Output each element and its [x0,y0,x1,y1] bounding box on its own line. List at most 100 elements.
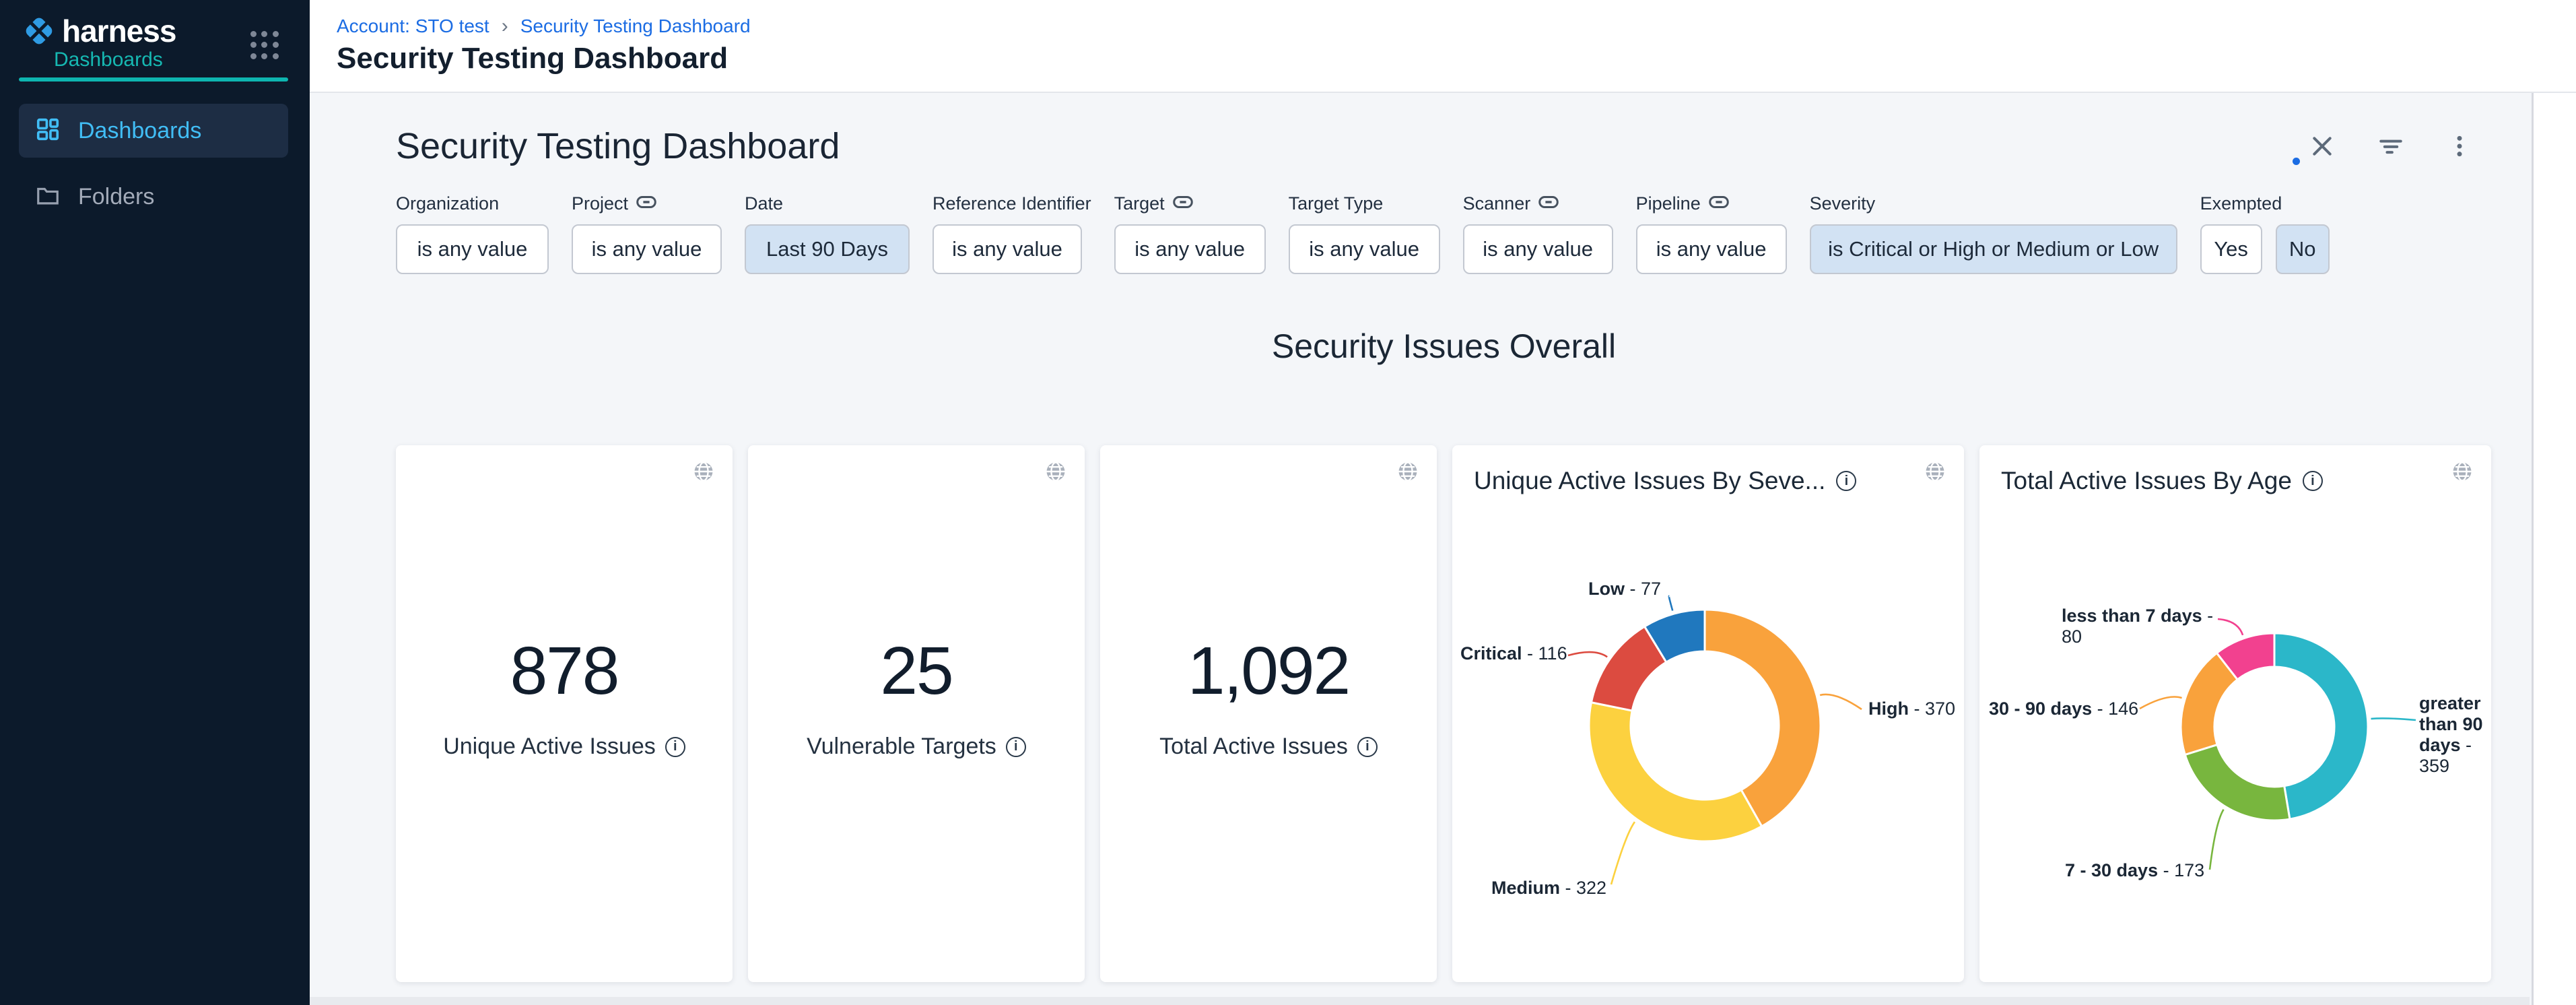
sidebar-item-label: Dashboards [78,117,202,143]
stat-label: Unique Active Issues [443,734,656,759]
breadcrumb-separator: › [501,15,508,37]
filter-label: Scanner [1463,193,1613,214]
chart-card-issues-by-age: Total Active Issues By Age i greater tha… [1979,445,2491,982]
donut-slice-high[interactable] [1703,608,1822,828]
donut-label-low: Low - 77 [1588,579,1662,599]
dashboard-main: Security Testing Dashboard Organization i… [310,93,2530,1005]
harness-logo-icon [20,12,58,50]
brand-underline [19,77,288,82]
info-icon[interactable]: i [1836,471,1857,491]
label-leader-line [1567,651,1608,658]
filter-value[interactable]: is any value [572,224,722,274]
link-icon [1172,193,1193,214]
exempted-no-button[interactable]: No [2275,224,2330,274]
filter-date: Date Last 90 Days [745,193,910,274]
link-icon [636,193,656,214]
donut-chart[interactable] [1452,445,1964,982]
breadcrumb: Account: STO test › Security Testing Das… [337,15,751,38]
cursor-dot [2293,158,2300,165]
donut-label-high: High - 370 [1868,699,1956,719]
filter-value[interactable]: is any value [1114,224,1266,274]
filter-icon[interactable] [2376,131,2406,161]
page-scroll-gutter[interactable] [2532,93,2576,1005]
filter-target-type: Target Type is any value [1288,193,1440,274]
donut-chart[interactable] [1979,445,2491,982]
filter-value[interactable]: is any value [1288,224,1440,274]
label-leader-line [2208,808,2225,870]
stat-value: 878 [510,633,620,709]
filter-value[interactable]: is Critical or High or Medium or Low [1809,224,2177,274]
filter-label: Pipeline [1636,193,1787,214]
label-leader-line [2139,696,2182,710]
donut-label-7-30-days: 7 - 30 days - 173 [2065,860,2205,880]
stat-label: Vulnerable Targets [807,734,996,759]
filter-reference-identifier: Reference Identifier is any value [933,193,1091,274]
brand[interactable]: harness [20,12,176,50]
filter-value[interactable]: is any value [396,224,549,274]
info-icon[interactable]: i [1005,736,1026,757]
label-leader-line [1668,595,1674,611]
filter-label: Date [745,193,784,214]
label-leader-line [1610,821,1636,885]
folder-icon [35,183,61,212]
filter-label: Reference Identifier [933,193,1091,214]
stat-value: 25 [880,633,953,709]
sidebar-item-dashboards[interactable]: Dashboards [19,104,288,158]
info-icon[interactable]: i [665,736,685,757]
globe-icon[interactable] [2451,460,2474,483]
brand-name: harness [62,13,176,48]
dashboards-icon [35,117,61,145]
globe-icon[interactable] [692,460,715,483]
stat-label: Total Active Issues [1159,734,1348,759]
dashboard-title: Security Testing Dashboard [396,126,840,166]
section-title: Security Issues Overall [1271,327,1617,365]
filter-value[interactable]: is any value [933,224,1082,274]
filter-target: Target is any value [1114,193,1266,274]
sidebar-item-label: Folders [78,183,155,209]
label-leader-line [1819,693,1862,711]
globe-icon[interactable] [1396,460,1419,483]
donut-slice-7-30-days[interactable] [2183,743,2291,822]
label-leader-line [2371,717,2416,721]
sidebar-item-folders[interactable]: Folders [19,170,288,224]
donut-label-greater-than-90-days: greater than 90 days - 359 [2419,693,2483,776]
link-icon [1538,193,1559,214]
chart-title: Total Active Issues By Age [2001,467,2292,494]
info-icon[interactable]: i [1357,736,1378,757]
close-icon[interactable] [2307,131,2337,161]
stat-card-unique-active-issues: 878 Unique Active Issues i [396,445,733,982]
filter-label: Target Type [1288,193,1384,214]
donut-slice-less-than-7-days[interactable] [2215,632,2276,681]
sidebar: harness Dashboards Dashboards Folders [0,0,310,1005]
info-icon[interactable]: i [2302,471,2323,491]
filter-value[interactable]: is any value [1635,224,1787,274]
label-leader-line [2217,618,2244,636]
breadcrumb-account-link[interactable]: Account: STO test [337,15,489,36]
link-icon [1708,193,1729,214]
donut-label-medium: Medium - 322 [1491,878,1607,898]
globe-icon[interactable] [1044,460,1067,483]
donut-label-30-90-days: 30 - 90 days - 146 [1989,699,2139,719]
donut-slice-medium[interactable] [1588,701,1763,843]
filter-label: Target [1114,193,1266,214]
donut-slice-low[interactable] [1643,608,1706,664]
filter-organization: Organization is any value [396,193,549,274]
filter-project: Project is any value [572,193,722,274]
chart-title: Unique Active Issues By Seve... [1474,467,1826,494]
stat-card-vulnerable-targets: 25 Vulnerable Targets i [748,445,1085,982]
kebab-menu-icon[interactable] [2445,131,2474,161]
chart-card-issues-by-severity: Unique Active Issues By Seve... i High -… [1452,445,1964,982]
filter-scanner: Scanner is any value [1462,193,1613,274]
donut-slice-greater-than-90-days[interactable] [2273,632,2369,820]
bottom-scroll-strip[interactable] [310,997,2530,1005]
top-header: Account: STO test › Security Testing Das… [310,0,2576,93]
filter-value[interactable]: Last 90 Days [745,224,910,274]
filter-label: Organization [396,193,500,214]
page-title: Security Testing Dashboard [337,42,728,75]
stat-card-total-active-issues: 1,092 Total Active Issues i [1100,445,1437,982]
filter-value[interactable]: is any value [1462,224,1613,274]
apps-grid-icon[interactable] [250,31,279,59]
globe-icon[interactable] [1924,460,1946,483]
exempted-yes-button[interactable]: Yes [2200,224,2262,274]
breadcrumb-page-link[interactable]: Security Testing Dashboard [520,15,751,36]
